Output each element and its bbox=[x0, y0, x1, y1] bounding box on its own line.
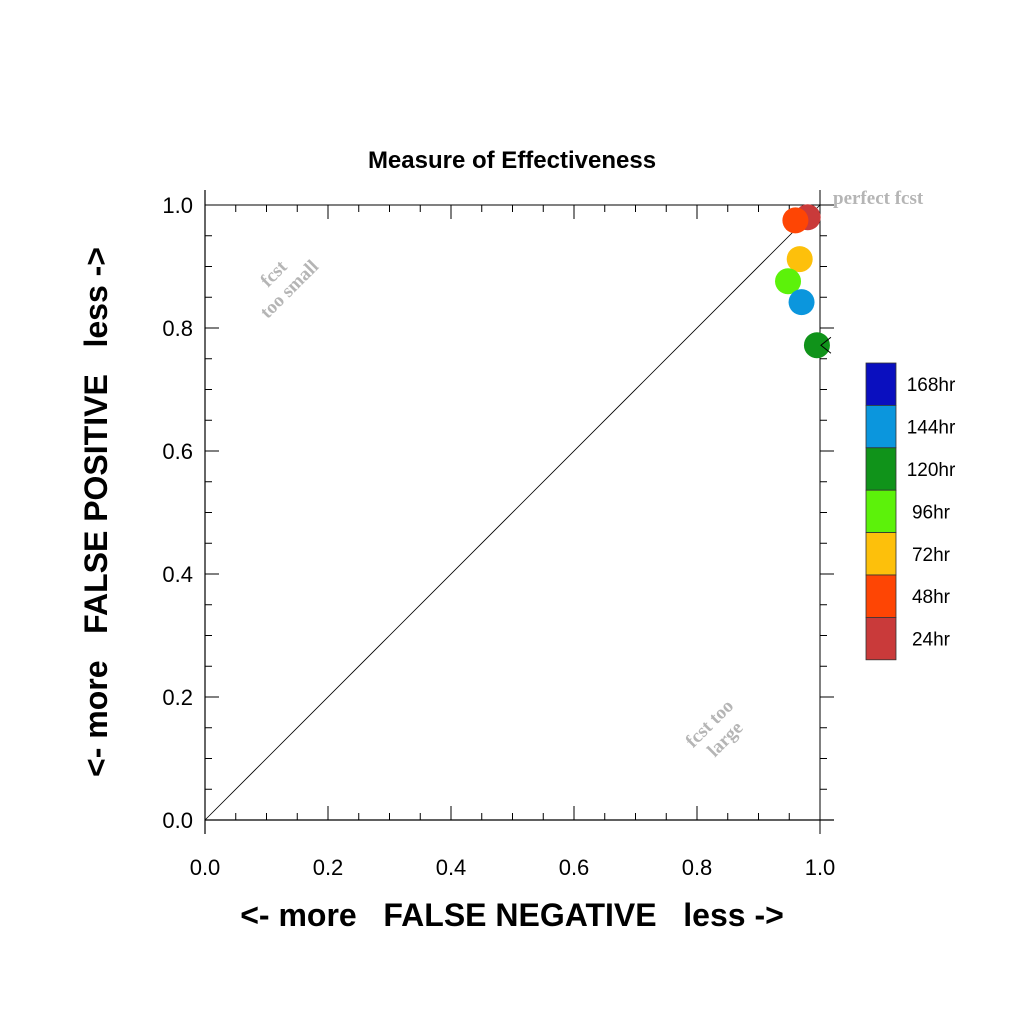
legend: 168hr 144hr 120hr 96hr 72hr 48hr 24hr bbox=[865, 362, 956, 661]
legend-label-72hr: 72hr bbox=[912, 545, 951, 566]
legend-label-48hr: 48hr bbox=[912, 587, 951, 608]
y-tick-label: 1.0 bbox=[162, 193, 193, 218]
x-tick-label: 0.2 bbox=[313, 855, 344, 880]
legend-swatch-72hr bbox=[865, 532, 897, 576]
chart-title: Measure of Effectiveness bbox=[368, 147, 656, 174]
legend-swatch-96hr bbox=[865, 489, 897, 534]
x-tick-label: 0.0 bbox=[190, 855, 221, 880]
diagonal-line bbox=[204, 204, 821, 821]
y-tick-label: 0.4 bbox=[162, 562, 193, 587]
data-point-48hr bbox=[782, 207, 809, 234]
data-point-72hr bbox=[786, 246, 813, 273]
legend-swatch-48hr bbox=[865, 574, 897, 618]
y-tick-label: 0.6 bbox=[162, 439, 193, 464]
legend-label-144hr: 144hr bbox=[907, 418, 956, 439]
x-tick-label: 0.6 bbox=[559, 855, 590, 880]
legend-swatch-168hr bbox=[865, 362, 897, 406]
x-tick-label: 0.8 bbox=[682, 855, 713, 880]
x-tick-label: 0.4 bbox=[436, 855, 467, 880]
perfect-fcst-annotation: perfect fcst bbox=[833, 188, 924, 209]
data-point-120hr bbox=[803, 332, 830, 359]
annotations: perfect fcst fcst too small fcst too lar… bbox=[256, 188, 924, 761]
ticks bbox=[204, 204, 834, 821]
diagonal-reference bbox=[204, 204, 821, 821]
data-points bbox=[775, 204, 832, 359]
data-point-96hr bbox=[775, 268, 802, 295]
legend-swatch-24hr bbox=[865, 617, 897, 661]
legend-swatch-120hr bbox=[865, 447, 897, 491]
y-tick-label: 0.2 bbox=[162, 685, 193, 710]
legend-label-120hr: 120hr bbox=[907, 460, 956, 481]
y-axis-label: <- more FALSE POSITIVE less -> bbox=[78, 247, 114, 777]
data-point-144hr bbox=[788, 289, 815, 316]
legend-label-96hr: 96hr bbox=[912, 502, 951, 523]
y-tick-label: 0.0 bbox=[162, 808, 193, 833]
legend-label-168hr: 168hr bbox=[907, 375, 956, 396]
legend-label-24hr: 24hr bbox=[912, 630, 951, 651]
edge-marker bbox=[820, 336, 832, 354]
legend-swatch-144hr bbox=[865, 404, 897, 449]
y-tick-label: 0.8 bbox=[162, 316, 193, 341]
tick-labels: 0.0 0.2 0.4 0.6 0.8 1.0 0.0 0.2 0.4 0.6 0.8 1.0 bbox=[162, 193, 835, 880]
x-tick-label: 1.0 bbox=[805, 855, 836, 880]
x-axis-label: <- more FALSE NEGATIVE less -> bbox=[240, 897, 784, 933]
